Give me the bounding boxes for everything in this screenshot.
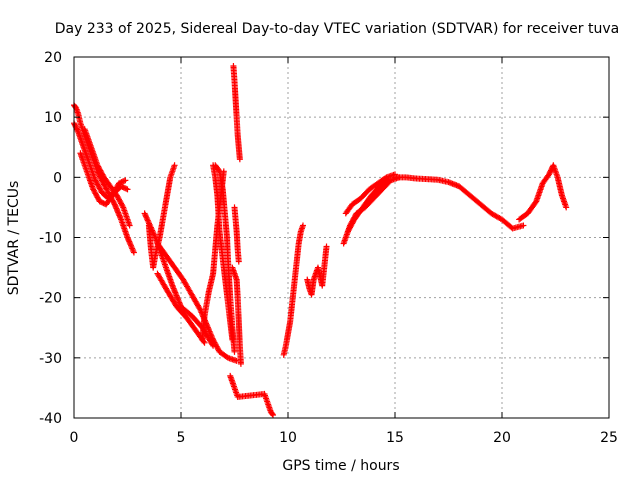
y-tick-label: 0 (53, 170, 62, 186)
data-point (126, 222, 133, 229)
chart-title: Day 233 of 2025, Sidereal Day-to-day VTE… (55, 21, 619, 37)
y-tick-label: 20 (44, 50, 62, 66)
data-point (385, 177, 392, 184)
y-tick-label: 10 (44, 110, 62, 126)
data-point (171, 162, 178, 169)
x-tick-label: 5 (177, 430, 186, 446)
data-points (71, 63, 570, 418)
data-point (384, 178, 391, 185)
data-point (269, 410, 276, 417)
grid-lines (74, 57, 609, 418)
data-point (299, 222, 306, 229)
data-point (236, 156, 243, 163)
y-tick-label: -10 (39, 231, 62, 247)
data-point (215, 167, 222, 174)
data-point (323, 243, 330, 250)
y-axis-label: SDTVAR / TECUs (6, 181, 22, 296)
data-point (74, 127, 81, 134)
data-point (237, 360, 244, 367)
x-tick-label: 20 (493, 430, 511, 446)
data-point (123, 185, 130, 192)
x-tick-label: 15 (386, 430, 404, 446)
data-point (520, 222, 527, 229)
x-axis-ticks: 0 5 10 15 20 25 (70, 57, 618, 446)
x-tick-label: 10 (279, 430, 297, 446)
data-point (532, 199, 539, 206)
data-point (223, 353, 230, 360)
data-point (235, 258, 242, 265)
data-point (270, 411, 277, 418)
data-point (130, 249, 137, 256)
data-point (119, 203, 126, 210)
data-point (231, 348, 238, 355)
data-point (196, 305, 203, 312)
data-point (563, 204, 570, 211)
data-point (220, 168, 227, 175)
data-point (110, 200, 117, 207)
data-point (124, 186, 131, 193)
y-axis-ticks: -40 -30 -20 -10 0 10 20 (39, 50, 609, 427)
data-point (122, 177, 129, 184)
data-point (201, 339, 208, 346)
x-tick-label: 0 (70, 430, 79, 446)
y-tick-label: -20 (39, 291, 62, 307)
y-tick-label: -30 (39, 351, 62, 367)
x-tick-label: 25 (600, 430, 618, 446)
x-axis-label: GPS time / hours (282, 458, 399, 474)
data-point (121, 177, 128, 184)
y-tick-label: -40 (39, 411, 62, 427)
